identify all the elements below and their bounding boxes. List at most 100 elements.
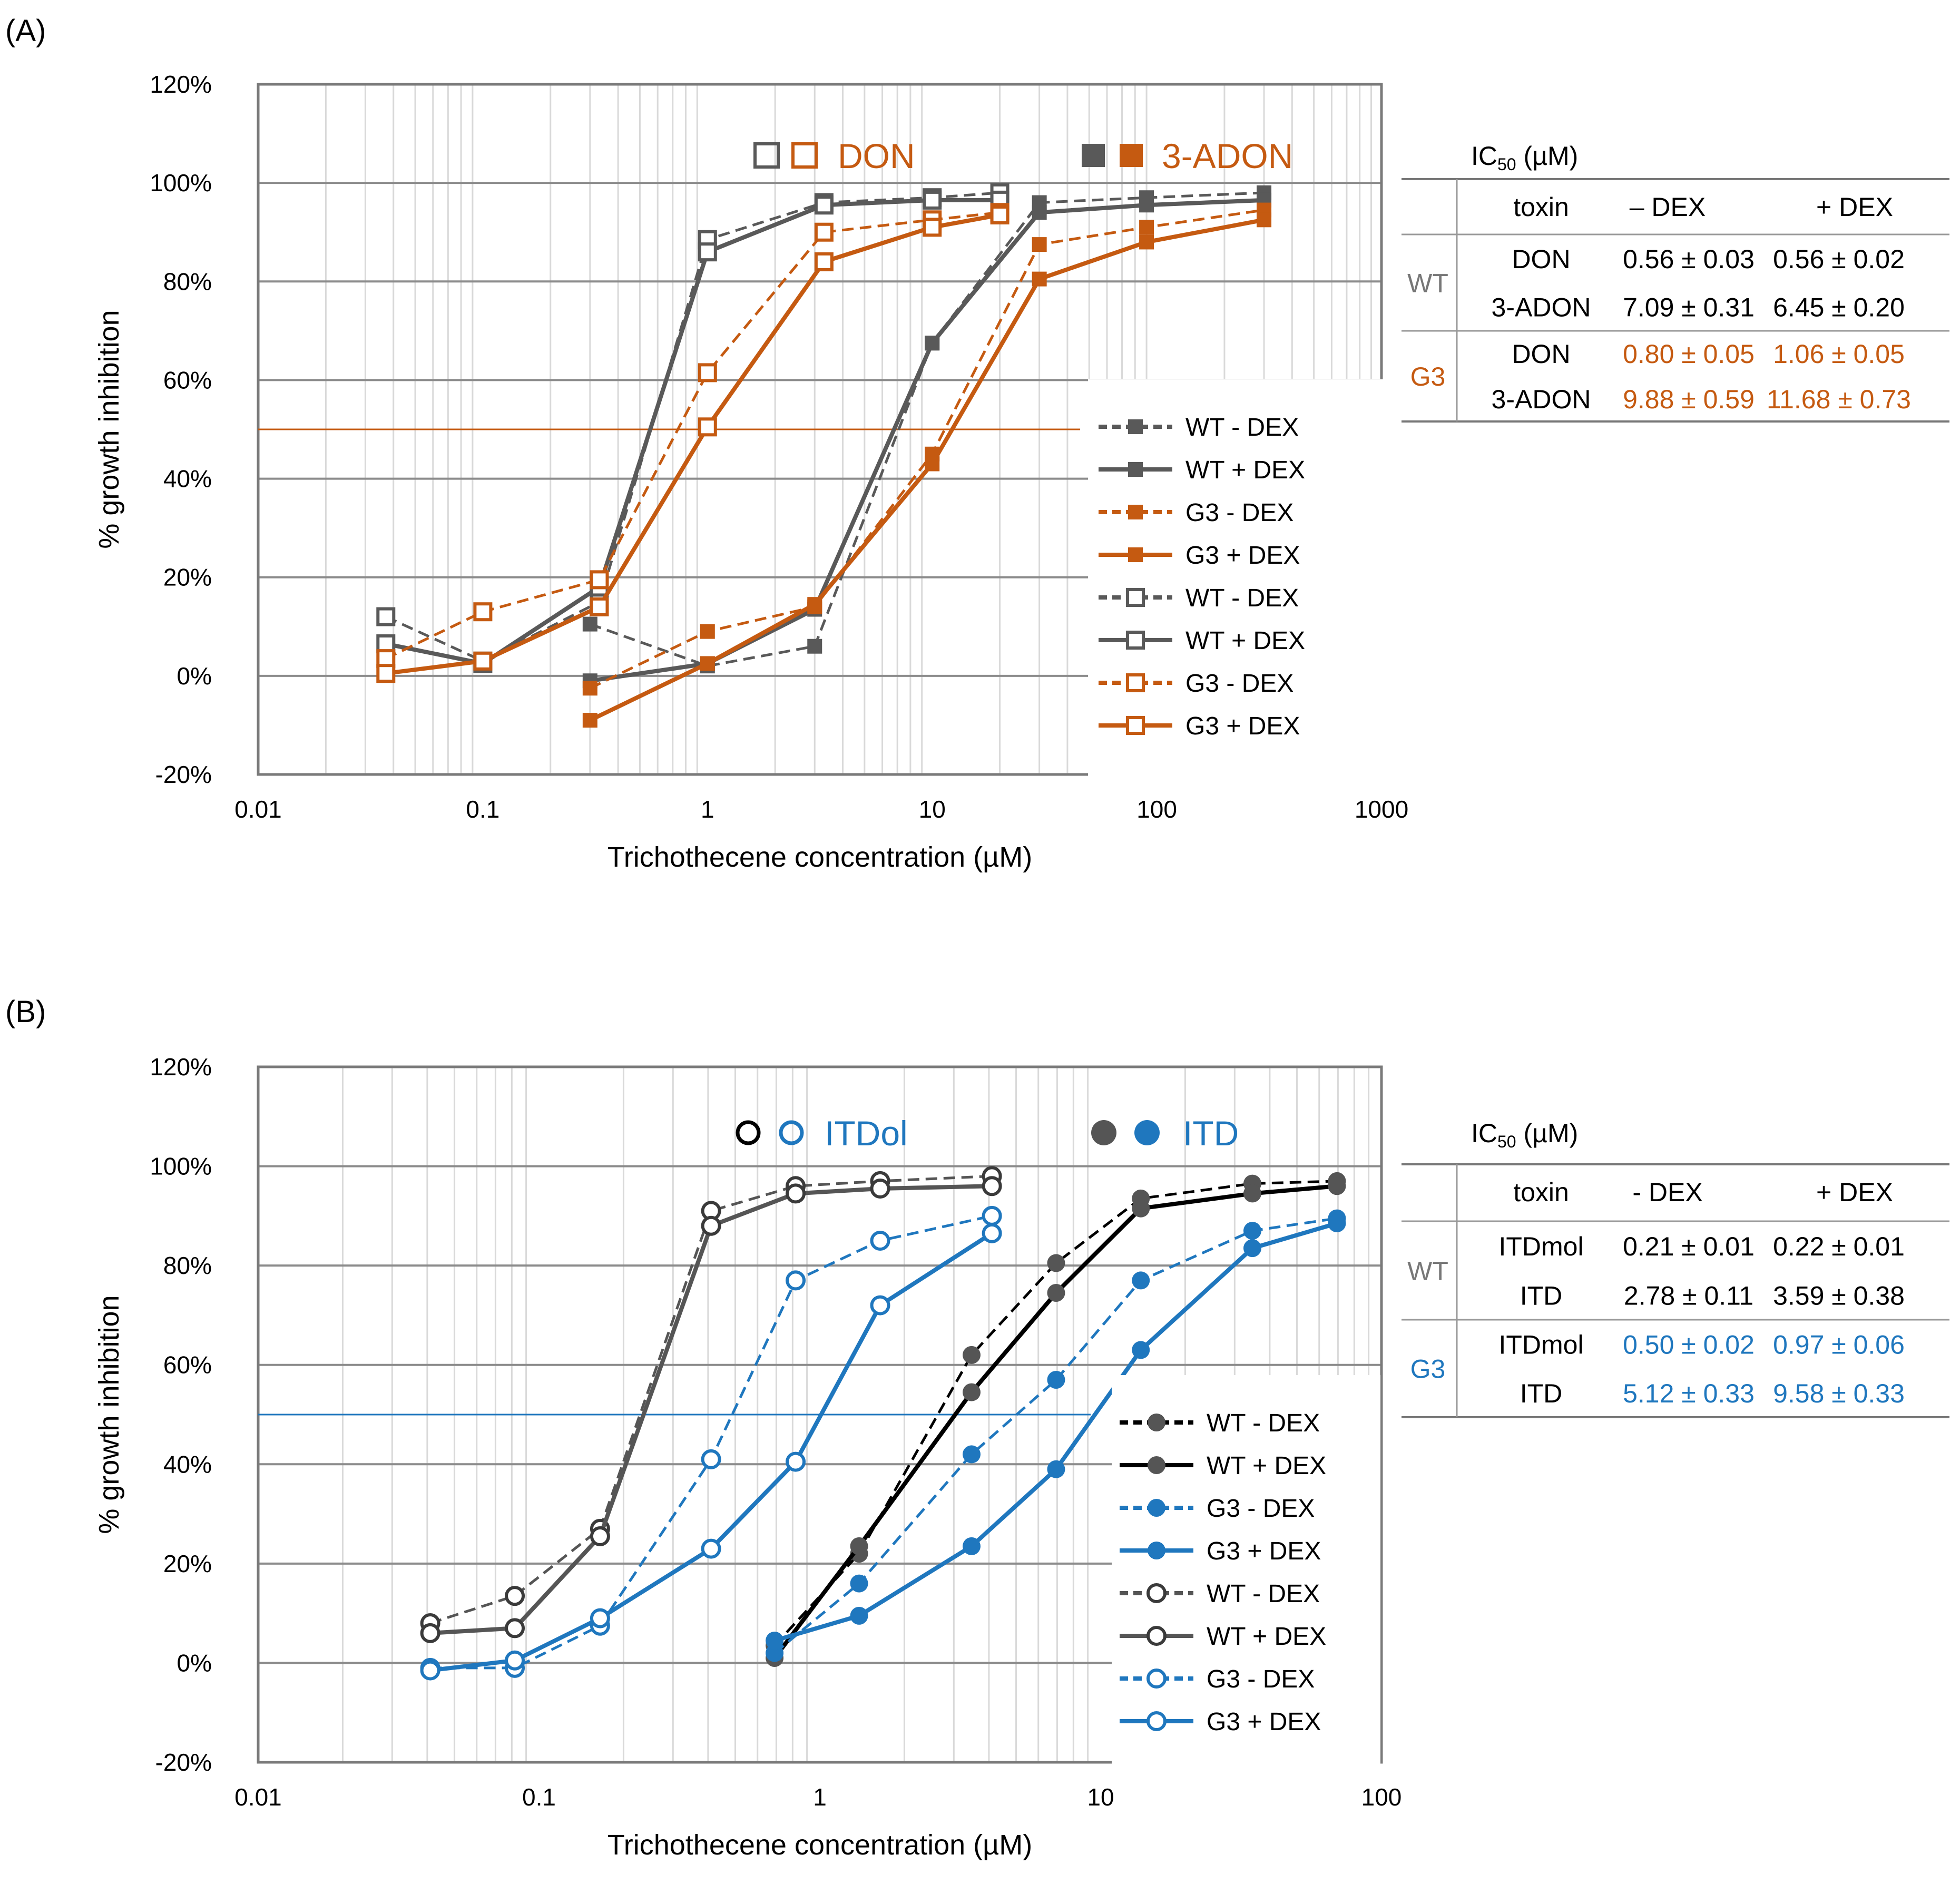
data-point [1047,1460,1065,1478]
table-value-plus-dex: 0.22 ± 0.01 [1773,1232,1905,1261]
data-point [700,656,715,671]
x-tick-label: 10 [919,796,946,823]
series-line-don-wt-minus-dex [385,191,1000,663]
data-point [420,1623,440,1643]
x-axis-title: Trichothecene concentration (µM) [607,1829,1032,1861]
x-tick-label: 0.1 [522,1783,556,1811]
series-line-don-g3-minus-dex [385,211,1000,660]
legend-title-marker [753,142,780,169]
table-header: toxin [1513,1177,1569,1207]
table-value-plus-dex: 0.97 ± 0.06 [1773,1330,1905,1359]
data-point [1032,237,1047,252]
y-tick-label: -20% [155,1749,212,1776]
ic50-table: IC50 (µM) toxin – DEX + DEX WT DON 0.56 ± 0.03… [1402,141,1949,423]
legend-swatch-marker [1146,1583,1167,1603]
data-point [870,1295,890,1316]
y-tick-label: 80% [163,1252,212,1279]
x-tick-label: 1000 [1355,796,1408,823]
data-point [1139,234,1154,250]
data-point [701,1215,721,1236]
data-point [766,1632,784,1650]
data-point [766,1644,784,1662]
legend-swatch-marker [1126,631,1145,650]
data-point [807,597,822,612]
legend-label: WT + DEX [1207,1452,1326,1480]
data-point [786,1183,806,1204]
data-point [420,1660,440,1681]
legend-label: WT - DEX [1207,1409,1320,1437]
data-point [990,205,1010,224]
data-point [814,252,834,271]
data-point [814,195,834,215]
data-point [505,1586,525,1606]
table-value-minus-dex: 0.56 ± 0.03 [1623,244,1755,274]
data-point [1243,1184,1261,1203]
data-point [962,1445,981,1464]
data-point [1032,271,1047,287]
panel-label: (B) [5,995,46,1029]
table-header: – DEX [1630,192,1706,222]
table-value-minus-dex: 9.88 ± 0.59 [1623,385,1755,414]
table-value-minus-dex: 0.50 ± 0.02 [1623,1330,1755,1359]
legend-swatch-marker [1146,1711,1167,1731]
legend-title-marker [1091,1120,1116,1145]
table-value-plus-dex: 1.06 ± 0.05 [1773,339,1905,369]
table-value-minus-dex: 0.21 ± 0.01 [1623,1232,1755,1261]
x-tick-label: 100 [1361,1783,1402,1811]
panel-label: (A) [5,14,46,48]
data-point [814,222,834,242]
data-point [473,602,493,622]
data-point [582,681,597,696]
legend-label: WT + DEX [1185,627,1305,655]
y-tick-label: 20% [163,1550,212,1577]
table-toxin: ITDmol [1498,1330,1583,1359]
data-point [701,1538,721,1559]
chart-panel-a: -20% 0% 20% 40% 60% 80% 100% 120% 0.01 0.1 1 10 100 1… [5,14,1949,873]
table-toxin: ITD [1520,1379,1563,1408]
legend-title-marker [1134,1120,1160,1145]
y-tick-label: 0% [177,1649,212,1676]
data-point [590,1608,610,1628]
data-point [786,1270,806,1291]
legend-title-marker [736,1120,761,1145]
series-line-don-wt-plus-dex [385,198,1000,666]
data-point [700,624,715,639]
data-point [1139,220,1154,235]
data-point [925,456,940,472]
table-value-plus-dex: 6.45 ± 0.20 [1773,292,1905,322]
table-value-minus-dex: 7.09 ± 0.31 [1623,292,1755,322]
y-tick-label: 120% [150,71,212,98]
series-line-itdol-wt-plus-dex [430,1184,992,1635]
x-tick-label: 100 [1136,796,1177,823]
y-tick-label: 80% [163,268,212,295]
legend-swatch-marker [1148,1542,1165,1559]
y-tick-label: 20% [163,564,212,591]
table-value-minus-dex: 2.78 ± 0.11 [1624,1281,1753,1310]
y-tick-label: 40% [163,1450,212,1478]
table-value-minus-dex: 0.80 ± 0.05 [1623,339,1755,369]
data-point [982,1176,1002,1196]
legend-label: G3 + DEX [1185,542,1300,570]
data-point [1132,1341,1150,1359]
data-point [376,664,396,683]
legend-label: WT - DEX [1185,414,1299,441]
data-point [1132,1271,1150,1290]
y-tick-label: 120% [150,1053,212,1081]
legend-swatch-marker [1126,673,1145,692]
data-point [698,417,717,437]
legend-box [1088,379,1383,780]
data-point [590,1526,610,1546]
legend-label: G3 - DEX [1207,1665,1315,1693]
table-title: IC50 (µM) [1471,1118,1578,1151]
data-point [850,1574,868,1593]
data-point [582,713,597,728]
chart-panel-b: -20% 0% 20% 40% 60% 80% 100% 120% 0.01 0.1 1 10 100 T… [5,995,1949,1861]
x-tick-label: 0.1 [466,796,499,823]
data-point [1047,1284,1065,1302]
data-point [925,336,940,351]
table-value-plus-dex: 0.56 ± 0.02 [1773,244,1905,274]
data-point [698,363,717,382]
data-point [505,1618,525,1638]
data-point [698,242,717,262]
data-point [1132,1199,1150,1218]
